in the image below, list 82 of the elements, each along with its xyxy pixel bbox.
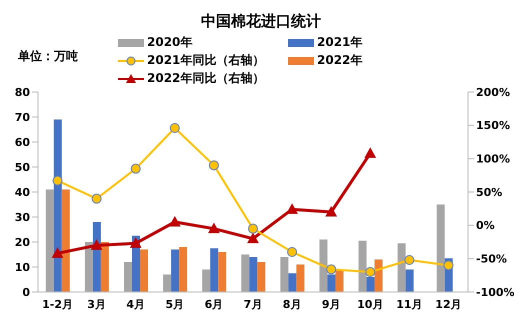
y-tick-label: 40 [14, 186, 30, 199]
x-tick-label: 7月 [244, 298, 262, 311]
point [52, 248, 64, 258]
y2-tick-label: 50% [476, 186, 502, 199]
point [130, 164, 141, 174]
point [130, 238, 142, 248]
x-tick-label: 8月 [282, 298, 302, 311]
bar [241, 254, 250, 292]
point [287, 247, 298, 257]
x-tick-label: 9月 [322, 298, 341, 311]
point [208, 223, 220, 234]
y2-tick-label: 150% [476, 119, 510, 132]
legend-label: 2022年 [316, 52, 364, 69]
point [248, 224, 258, 234]
point [248, 233, 258, 244]
x-tick-label: 12月 [435, 298, 462, 311]
chart-title: 中国棉花进口统计 [200, 11, 322, 32]
bar [163, 274, 172, 292]
bar [335, 270, 344, 292]
bar [218, 252, 226, 292]
y-tick-label: 60 [14, 136, 30, 149]
y2-tick-label: -100% [476, 286, 515, 299]
point [365, 267, 376, 277]
y2-tick-label: 100% [476, 152, 510, 166]
y-tick-label: 80 [14, 86, 30, 99]
point [91, 240, 102, 250]
point [364, 148, 376, 158]
point [326, 206, 337, 216]
legend-label: 2021年 [316, 34, 364, 51]
bar [84, 242, 93, 292]
bar [288, 273, 296, 292]
x-tick-label: 3月 [87, 298, 106, 311]
bar [374, 260, 383, 292]
legend-label: 2020年 [146, 34, 194, 51]
point [52, 176, 63, 186]
point [443, 260, 454, 270]
bar [249, 257, 258, 292]
point [170, 123, 180, 133]
x-tick-label: 6月 [204, 298, 224, 311]
point [286, 204, 298, 214]
y2-tick-label: -50% [476, 252, 507, 266]
bar [140, 250, 148, 292]
bar [366, 277, 375, 292]
bar [46, 190, 54, 292]
bar [210, 248, 218, 292]
x-tick-label: 4月 [126, 298, 146, 311]
legend-label: 2021年同比（右轴） [146, 52, 266, 69]
y-tick-label: 30 [14, 210, 30, 224]
bar [358, 240, 367, 292]
bar [257, 262, 266, 292]
bar [54, 120, 62, 292]
x-tick-label: 5月 [165, 298, 184, 311]
y-tick-label: 0 [22, 286, 30, 299]
x-tick-label: 10月 [357, 298, 384, 311]
point [404, 255, 414, 265]
bar [436, 204, 445, 292]
point [169, 216, 180, 226]
bar [179, 247, 188, 292]
x-tick-label: 1-2月 [42, 298, 73, 311]
bar [202, 270, 210, 292]
bar [406, 270, 414, 292]
bar [398, 243, 406, 292]
y2-tick-label: 200% [476, 86, 510, 99]
point [326, 264, 336, 274]
y2-tick-label: 0% [476, 219, 495, 232]
bar [327, 274, 336, 292]
y-tick-label: 20 [14, 236, 30, 249]
point [208, 160, 219, 170]
bar [296, 264, 304, 292]
bar [62, 190, 70, 292]
y-tick-label: 70 [14, 110, 30, 124]
y-axis-title: 单位：万吨 [18, 48, 78, 65]
bar [100, 242, 109, 292]
y-tick-label: 50 [14, 160, 30, 174]
bar [171, 250, 180, 292]
y-tick-label: 10 [14, 260, 30, 274]
legend-label: 2022年同比（右轴） [146, 70, 266, 87]
bar [124, 262, 132, 292]
bar [319, 240, 328, 292]
x-tick-label: 11月 [396, 298, 423, 311]
bar [280, 257, 288, 292]
point [92, 194, 102, 204]
